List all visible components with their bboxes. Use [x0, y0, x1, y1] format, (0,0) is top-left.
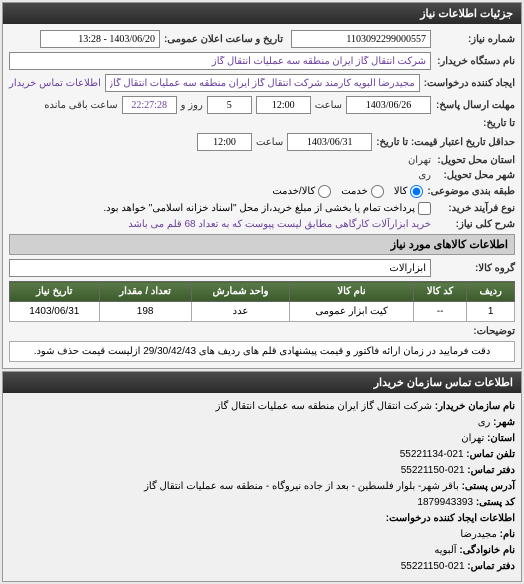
creator-contact-link[interactable]: اطلاعات تماس خریدار — [9, 78, 101, 89]
contact-creator-section: اطلاعات ایجاد کننده درخواست: — [386, 513, 515, 524]
contact-postal-label: کد پستی: — [476, 497, 515, 508]
goods-section-title: اطلاعات کالاهای مورد نیاز — [9, 234, 515, 255]
radio-service-label[interactable]: خدمت — [341, 185, 384, 198]
process-label: نوع فرآیند خرید: — [435, 203, 515, 214]
province-label: استان محل تحویل: — [435, 155, 515, 166]
until-label: تا تاریخ: — [435, 118, 515, 129]
announce-label: تاریخ و ساعت اعلان عمومی: — [164, 34, 283, 45]
radio-service-text: خدمت — [341, 186, 368, 197]
time-label-1: ساعت — [315, 100, 342, 111]
contact-family: آلبویه — [434, 545, 456, 556]
validity-label: حداقل تاریخ اعتبار قیمت: تا تاریخ: — [376, 137, 515, 148]
radio-goods[interactable] — [410, 185, 423, 198]
contact-section: نام سازمان خریدار: شرکت انتقال گاز ایران… — [3, 393, 521, 581]
announce-input[interactable] — [40, 30, 160, 48]
th-unit: واحد شمارش — [191, 282, 290, 302]
process-checkbox-label[interactable]: پرداخت تمام یا بخشی از مبلغ خرید،از محل … — [103, 202, 431, 215]
process-checkbox[interactable] — [418, 202, 431, 215]
need-number-label: شماره نیاز: — [435, 34, 515, 45]
deadline-date-input[interactable] — [346, 96, 431, 114]
buyer-name-label: نام دستگاه خریدار: — [435, 56, 515, 67]
td-code: -- — [413, 302, 467, 322]
radio-goods-service-text: کالا/خدمت — [272, 186, 315, 197]
contact-postal: 1879943393 — [417, 497, 473, 508]
td-row: 1 — [467, 302, 515, 322]
th-qty: تعداد / مقدار — [99, 282, 191, 302]
contact-phone-label: تلفن تماس: — [466, 449, 515, 460]
category-label: طبقه بندی موضوعی: — [427, 186, 515, 197]
deadline-time-input[interactable] — [256, 96, 311, 114]
table-header-row: ردیف کد کالا نام کالا واحد شمارش تعداد /… — [10, 282, 515, 302]
radio-goods-text: کالا — [394, 186, 408, 197]
time-label-2: ساعت — [256, 137, 283, 148]
city-label: شهر محل تحویل: — [435, 170, 515, 181]
deadline-label: مهلت ارسال پاسخ: — [435, 100, 515, 111]
contact-fax-label: دفتر تماس: — [467, 465, 515, 476]
th-name: نام کالا — [290, 282, 414, 302]
creator-input[interactable] — [105, 74, 420, 92]
radio-goods-label[interactable]: کالا — [394, 185, 424, 198]
td-date: 1403/06/31 — [10, 302, 100, 322]
contact-city: ری — [478, 417, 491, 428]
contact-creator-phone: 021-55221150 — [401, 561, 465, 572]
contact-province-label: استان: — [487, 433, 515, 444]
contact-province: تهران — [461, 433, 484, 444]
contact-creator-phone-label: دفتر تماس: — [467, 561, 515, 572]
contact-buyer-label: نام سازمان خریدار: — [435, 401, 515, 412]
contact-family-label: نام خانوادگی: — [459, 545, 515, 556]
table-row[interactable]: 1 -- کیت ابزار عمومی عدد 198 1403/06/31 — [10, 302, 515, 322]
contact-phone: 021-55221134 — [400, 449, 464, 460]
contact-buyer: شرکت انتقال گاز ایران منطقه سه عملیات ان… — [216, 401, 432, 412]
validity-time-input[interactable] — [197, 133, 252, 151]
remaining-time-input[interactable] — [122, 96, 177, 114]
note-label: توضیحات: — [435, 326, 515, 337]
radio-goods-service[interactable] — [318, 185, 331, 198]
process-text: پرداخت تمام یا بخشی از مبلغ خرید،از محل … — [103, 203, 415, 214]
buyer-name-input[interactable] — [9, 52, 431, 70]
th-date: تاریخ نیاز — [10, 282, 100, 302]
contact-city-label: شهر: — [493, 417, 515, 428]
radio-service[interactable] — [371, 185, 384, 198]
contact-address-label: آدرس پستی: — [462, 481, 515, 492]
remaining-label: ساعت باقی مانده — [44, 100, 117, 111]
group-label: گروه کالا: — [435, 263, 515, 274]
goods-table: ردیف کد کالا نام کالا واحد شمارش تعداد /… — [9, 281, 515, 322]
days-label: روز و — [181, 100, 203, 111]
desc-value: خرید ابزارآلات کارگاهی مطابق لیست پیوست … — [128, 219, 431, 230]
th-row: ردیف — [467, 282, 515, 302]
contact-name: مجیدرضا — [460, 529, 496, 540]
td-name: کیت ابزار عمومی — [290, 302, 414, 322]
days-input[interactable] — [207, 96, 252, 114]
need-number-input[interactable] — [291, 30, 431, 48]
contact-header: اطلاعات تماس سازمان خریدار — [3, 372, 521, 393]
category-radio-group: کالا خدمت کالا/خدمت — [272, 185, 423, 198]
td-unit: عدد — [191, 302, 290, 322]
city-value: ری — [418, 170, 431, 181]
th-code: کد کالا — [413, 282, 467, 302]
province-value: تهران — [408, 155, 431, 166]
validity-date-input[interactable] — [287, 133, 372, 151]
contact-address: باقر شهر- بلوار فلسطین - بعد از جاده نیر… — [144, 481, 459, 492]
desc-label: شرح کلی نیاز: — [435, 219, 515, 230]
main-header: جزئیات اطلاعات نیاز — [3, 3, 521, 24]
contact-name-label: نام: — [500, 529, 515, 540]
note-box: دقت فرمایید در زمان ارائه فاکتور و قیمت … — [9, 341, 515, 362]
td-qty: 198 — [99, 302, 191, 322]
radio-goods-service-label[interactable]: کالا/خدمت — [272, 185, 331, 198]
creator-label: ایجاد کننده درخواست: — [424, 78, 515, 89]
group-input[interactable] — [9, 259, 431, 277]
header-title: جزئیات اطلاعات نیاز — [420, 8, 513, 20]
contact-fax: 021-55221150 — [401, 465, 465, 476]
